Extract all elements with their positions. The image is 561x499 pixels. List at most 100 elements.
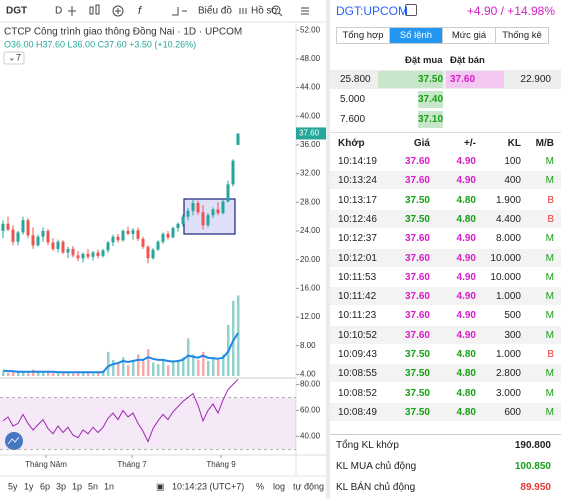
match-cell: 37.60 <box>404 271 430 283</box>
candle-body <box>196 203 200 213</box>
volume-bar <box>207 360 210 376</box>
percent-toggle[interactable]: % <box>256 481 264 491</box>
auto-toggle[interactable]: tự động <box>293 481 324 491</box>
volume-bar <box>152 362 155 376</box>
match-row-bg <box>330 402 561 421</box>
volume-bar <box>132 360 135 376</box>
candle-body <box>66 248 70 253</box>
volume-bar <box>37 371 40 376</box>
interval[interactable]: D <box>55 6 62 17</box>
bid-volume-bar <box>418 91 443 108</box>
summary-value: 89.950 <box>520 482 551 493</box>
candle-body <box>171 228 175 238</box>
volume-bar <box>92 373 95 376</box>
candle-body <box>191 203 195 211</box>
rsi-tick-label: 80.00 <box>300 380 321 389</box>
match-cell: 10:12:46 <box>338 213 377 225</box>
candle-body <box>116 236 120 241</box>
summary-label: KL MUA chủ động <box>336 461 417 472</box>
edit-icon[interactable] <box>405 4 417 16</box>
range-button[interactable]: 1p <box>72 481 82 491</box>
candle-body <box>121 230 125 241</box>
candle-body <box>96 252 100 257</box>
match-cell: B <box>547 194 554 206</box>
chart-menu[interactable]: Biểu đồ <box>198 5 232 17</box>
volume-bar <box>102 370 105 376</box>
bid-price: 37.10 <box>418 114 444 125</box>
volume-bar <box>2 371 5 376</box>
volume-bar <box>67 372 70 376</box>
match-cell: 4.90 <box>456 175 476 187</box>
tv-logo <box>5 432 23 450</box>
volume-bar <box>232 300 235 376</box>
profile-menu[interactable]: Hồ sơ <box>251 5 279 17</box>
tab[interactable]: Mức giá <box>442 27 496 44</box>
candle-body <box>11 229 15 242</box>
match-cell: 4.80 <box>456 387 476 399</box>
match-cell: 37.50 <box>404 349 430 360</box>
match-row-bg <box>330 364 561 383</box>
match-cell: 4.80 <box>456 213 476 225</box>
range-button[interactable]: 3p <box>56 481 66 491</box>
volume-bar <box>197 359 200 376</box>
bid-price: 37.40 <box>418 94 444 105</box>
candle-body <box>131 230 135 234</box>
toolbar <box>0 0 326 22</box>
range-button[interactable]: 5y <box>8 481 18 491</box>
match-header: Giá <box>413 138 430 149</box>
divider <box>330 434 561 435</box>
match-cell: M <box>545 406 554 418</box>
svg-text:f: f <box>138 5 142 17</box>
tab[interactable]: Thống kê <box>495 27 549 44</box>
match-cell: 37.60 <box>404 310 430 322</box>
volume-bar <box>187 338 190 376</box>
candle-body <box>6 223 10 230</box>
summary-value: 190.800 <box>514 440 551 451</box>
tab[interactable]: Sổ lệnh <box>389 27 443 44</box>
candle-body <box>61 241 65 253</box>
volume-bar <box>217 359 220 376</box>
bid-price: 37.50 <box>418 74 444 85</box>
candle-body <box>81 253 85 259</box>
volume-bar <box>157 364 160 376</box>
rsi-line <box>2 378 239 443</box>
volume-ma <box>2 332 239 374</box>
candle-body <box>186 210 190 217</box>
match-cell: 4.80 <box>456 349 476 360</box>
candle-body <box>221 201 225 214</box>
match-cell: 37.50 <box>404 387 430 399</box>
candle-body <box>216 209 220 214</box>
range-button[interactable]: 1n <box>104 481 114 491</box>
toolbar-icons: f <box>68 4 309 17</box>
volume-bar <box>167 365 170 376</box>
divider <box>330 132 561 133</box>
range-button[interactable]: 1y <box>24 481 34 491</box>
candle-body <box>176 223 180 229</box>
candle-body <box>136 230 140 239</box>
candle-body <box>226 184 230 202</box>
summary-label: Tổng KL khớp <box>336 440 399 451</box>
range-button[interactable]: 6p <box>40 481 50 491</box>
match-cell: M <box>545 329 554 341</box>
range-button[interactable]: 5n <box>88 481 98 491</box>
match-cell: 10:08:52 <box>338 387 377 399</box>
symbol[interactable]: DGT <box>6 6 27 17</box>
log-toggle[interactable]: log <box>273 481 285 491</box>
tab[interactable]: Tổng hợp <box>336 27 390 44</box>
match-cell: 4.80 <box>456 368 476 380</box>
candle-body <box>201 212 205 226</box>
match-cell: 10.000 <box>490 271 521 283</box>
volume-bar <box>12 370 15 376</box>
candle-body <box>106 242 110 251</box>
y-tick-label: 12.00 <box>300 312 321 321</box>
match-cell: M <box>545 368 554 380</box>
rsi-tick-label: 40.00 <box>300 432 321 441</box>
chart-panel: DGT D f Biểu đồ Hồ sơ CTCP Công trình gi… <box>0 0 326 499</box>
volume-bar <box>112 359 115 376</box>
match-cell: 37.60 <box>404 291 430 303</box>
volume-bar <box>47 370 50 376</box>
match-cell: 3.000 <box>495 387 521 399</box>
indicator-toggle[interactable] <box>3 51 25 65</box>
candle-body <box>231 160 235 185</box>
summary-label: KL BÁN chủ động <box>336 482 416 493</box>
